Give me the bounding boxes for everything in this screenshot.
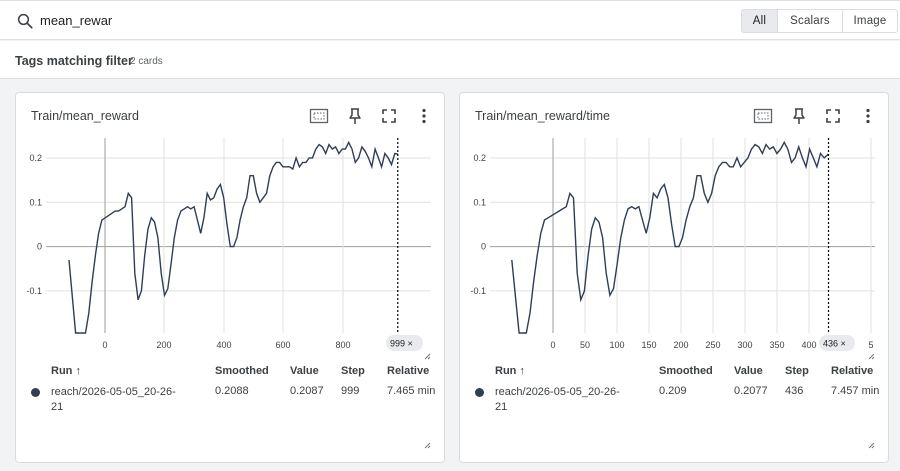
y-tick-label: 0 xyxy=(37,242,42,252)
y-tick-label: 0 xyxy=(481,242,486,252)
x-tick-label: 150 xyxy=(641,340,656,350)
column-header-step[interactable]: Step xyxy=(341,365,365,377)
line-chart[interactable]: 0.2 0.1 0 -0.1 0 200 400 600 800 999 × xyxy=(16,133,446,359)
smoothed-value: 0.209 xyxy=(659,385,687,397)
filter-count: 2 cards xyxy=(130,56,163,67)
fullscreen-icon[interactable] xyxy=(378,105,400,127)
filter-tab-scalars[interactable]: Scalars xyxy=(777,9,843,33)
column-header-run[interactable]: Run ↑ xyxy=(495,365,525,377)
column-header-smoothed[interactable]: Smoothed xyxy=(659,365,713,377)
resize-handle-icon[interactable] xyxy=(868,442,875,449)
fullscreen-icon[interactable] xyxy=(822,105,844,127)
filter-title: Tags matching filter xyxy=(15,54,133,68)
relative-time: 7.465 min xyxy=(387,385,436,397)
y-tick-label: 0.1 xyxy=(29,197,42,207)
search-bar: All Scalars Image xyxy=(0,0,900,40)
run-name: reach/2026-05-05_20-26-21 xyxy=(51,386,176,413)
fit-domain-icon[interactable] xyxy=(308,105,330,127)
y-tick-label: 0.2 xyxy=(29,153,42,163)
series-line xyxy=(511,140,829,334)
column-header-relative[interactable]: Relative xyxy=(831,365,874,377)
relative-time: 7.457 min xyxy=(831,385,880,397)
filter-tab-all[interactable]: All xyxy=(741,9,778,33)
card-title: Train/mean_reward/time xyxy=(475,109,611,123)
card-title: Train/mean_reward xyxy=(31,109,139,123)
raw-value: 0.2087 xyxy=(290,385,324,397)
step-value: 999 xyxy=(341,385,360,397)
x-tick-label: 400 xyxy=(801,340,816,350)
column-header-value[interactable]: Value xyxy=(290,365,319,377)
run-color-swatch xyxy=(31,388,40,397)
x-tick-label: 0 xyxy=(550,340,555,350)
more-vert-icon[interactable] xyxy=(857,105,879,127)
x-tick-label: 50 xyxy=(580,340,590,350)
step-value: 436 xyxy=(785,385,804,397)
run-name: reach/2026-05-05_20-26-21 xyxy=(495,386,620,413)
search-icon xyxy=(17,13,33,29)
x-tick-label: 0 xyxy=(102,340,107,350)
resize-handle-icon[interactable] xyxy=(868,353,875,360)
search-input[interactable] xyxy=(40,10,440,30)
step-badge[interactable]: 999 × xyxy=(386,335,423,351)
filter-tab-image[interactable]: Image xyxy=(842,9,898,33)
column-header-run[interactable]: Run ↑ xyxy=(51,365,81,377)
raw-value: 0.2077 xyxy=(734,385,768,397)
svg-text:436 ×: 436 × xyxy=(823,339,846,349)
pin-icon[interactable] xyxy=(788,105,810,127)
x-tick-label: 350 xyxy=(769,340,784,350)
scalar-card: Train/mean_reward 0.2 0.1 0 -0.1 0 200 400 600… xyxy=(15,92,445,463)
y-tick-label: 0.1 xyxy=(473,197,486,207)
line-chart[interactable]: 0.2 0.1 0 -0.1 0 50 100 150 200 250 300 350 400 5 43… xyxy=(460,133,890,359)
x-tick-label: 200 xyxy=(673,340,688,350)
column-header-relative[interactable]: Relative xyxy=(387,365,430,377)
x-tick-label: 250 xyxy=(705,340,720,350)
series-line xyxy=(68,140,398,334)
column-header-step[interactable]: Step xyxy=(785,365,809,377)
more-vert-icon[interactable] xyxy=(413,105,435,127)
resize-handle-icon[interactable] xyxy=(424,353,431,360)
smoothed-value: 0.2088 xyxy=(215,385,249,397)
x-tick-label: 100 xyxy=(609,340,624,350)
x-tick-label: 5 xyxy=(868,340,873,350)
x-tick-label: 300 xyxy=(737,340,752,350)
resize-handle-icon[interactable] xyxy=(424,442,431,449)
pin-icon[interactable] xyxy=(344,105,366,127)
run-color-swatch xyxy=(475,388,484,397)
column-header-value[interactable]: Value xyxy=(734,365,763,377)
x-tick-label: 400 xyxy=(216,340,231,350)
x-tick-label: 600 xyxy=(275,340,290,350)
step-badge[interactable]: 436 × xyxy=(819,335,855,351)
scalar-card: Train/mean_reward/time 0.2 0.1 0 -0.1 0 50 10… xyxy=(459,92,889,463)
x-tick-label: 800 xyxy=(335,340,350,350)
column-header-smoothed[interactable]: Smoothed xyxy=(215,365,269,377)
x-tick-label: 200 xyxy=(156,340,171,350)
filter-header: Tags matching filter 2 cards xyxy=(0,41,900,79)
svg-text:999 ×: 999 × xyxy=(390,339,413,349)
fit-domain-icon[interactable] xyxy=(752,105,774,127)
y-tick-label: 0.2 xyxy=(473,153,486,163)
y-tick-label: -0.1 xyxy=(26,286,42,296)
y-tick-label: -0.1 xyxy=(470,286,486,296)
